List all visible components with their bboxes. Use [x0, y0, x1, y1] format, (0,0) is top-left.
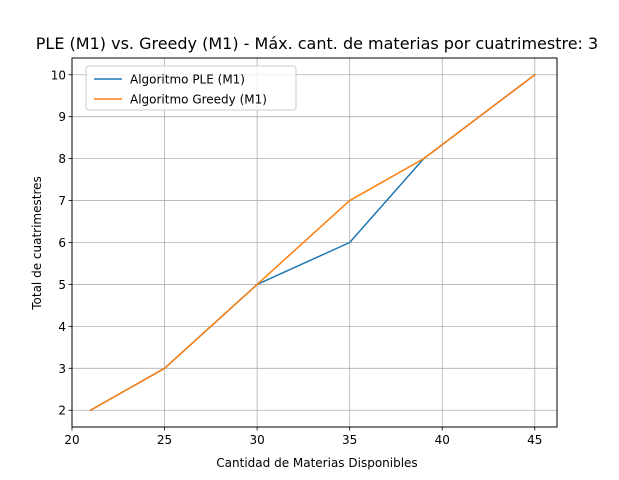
legend-box — [85, 65, 297, 111]
y-tick-label: 2 — [58, 404, 66, 418]
y-axis-ticks: 2 3 4 5 6 7 8 9 10 — [51, 68, 72, 418]
legend: Algoritmo PLE (M1) Algoritmo Greedy (M1) — [85, 65, 297, 111]
legend-label-2: Algoritmo Greedy (M1) — [130, 93, 267, 107]
series-lines — [89, 73, 536, 412]
x-tick-label: 30 — [249, 433, 264, 447]
y-tick-label: 3 — [58, 362, 66, 376]
x-axis-label: Cantidad de Materias Disponibles — [216, 456, 417, 470]
x-tick-label: 35 — [342, 433, 357, 447]
legend-label-1: Algoritmo PLE (M1) — [130, 73, 245, 87]
y-tick-label: 10 — [51, 68, 66, 82]
series-line-2 — [89, 73, 536, 412]
grid — [71, 58, 557, 427]
x-tick-label: 45 — [527, 433, 542, 447]
x-tick-label: 40 — [435, 433, 450, 447]
y-tick-label: 7 — [58, 194, 66, 208]
x-tick-label: 25 — [157, 433, 172, 447]
x-tick-label: 20 — [64, 433, 79, 447]
y-tick-label: 9 — [58, 110, 66, 124]
y-tick-label: 8 — [58, 152, 66, 166]
y-tick-label: 6 — [58, 236, 66, 250]
y-tick-label: 5 — [58, 278, 66, 292]
chart-title: PLE (M1) vs. Greedy (M1) - Máx. cant. de… — [36, 34, 598, 53]
y-axis-label: Total de cuatrimestres — [30, 176, 44, 311]
x-axis-ticks: 20 25 30 35 40 45 — [64, 427, 542, 447]
y-tick-label: 4 — [58, 320, 66, 334]
